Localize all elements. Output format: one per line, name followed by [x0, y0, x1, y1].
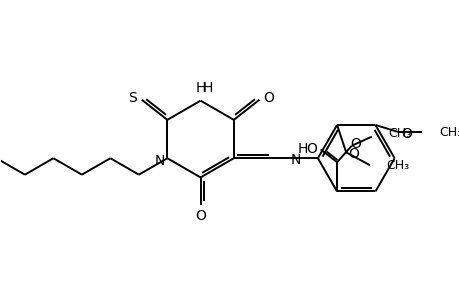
Text: N: N: [155, 154, 165, 168]
Text: S: S: [128, 91, 137, 105]
Text: CH₃: CH₃: [386, 159, 409, 172]
Text: H: H: [202, 81, 213, 95]
Text: N: N: [290, 153, 301, 167]
Text: O: O: [305, 142, 316, 156]
Text: O: O: [347, 147, 358, 161]
Text: H: H: [297, 142, 308, 156]
Text: O: O: [349, 137, 360, 151]
Text: O: O: [263, 91, 274, 105]
Text: O: O: [195, 209, 206, 223]
Text: H: H: [195, 81, 205, 95]
Text: O: O: [400, 127, 411, 141]
Text: CH₃: CH₃: [438, 126, 459, 139]
Text: CH₃: CH₃: [387, 128, 410, 140]
